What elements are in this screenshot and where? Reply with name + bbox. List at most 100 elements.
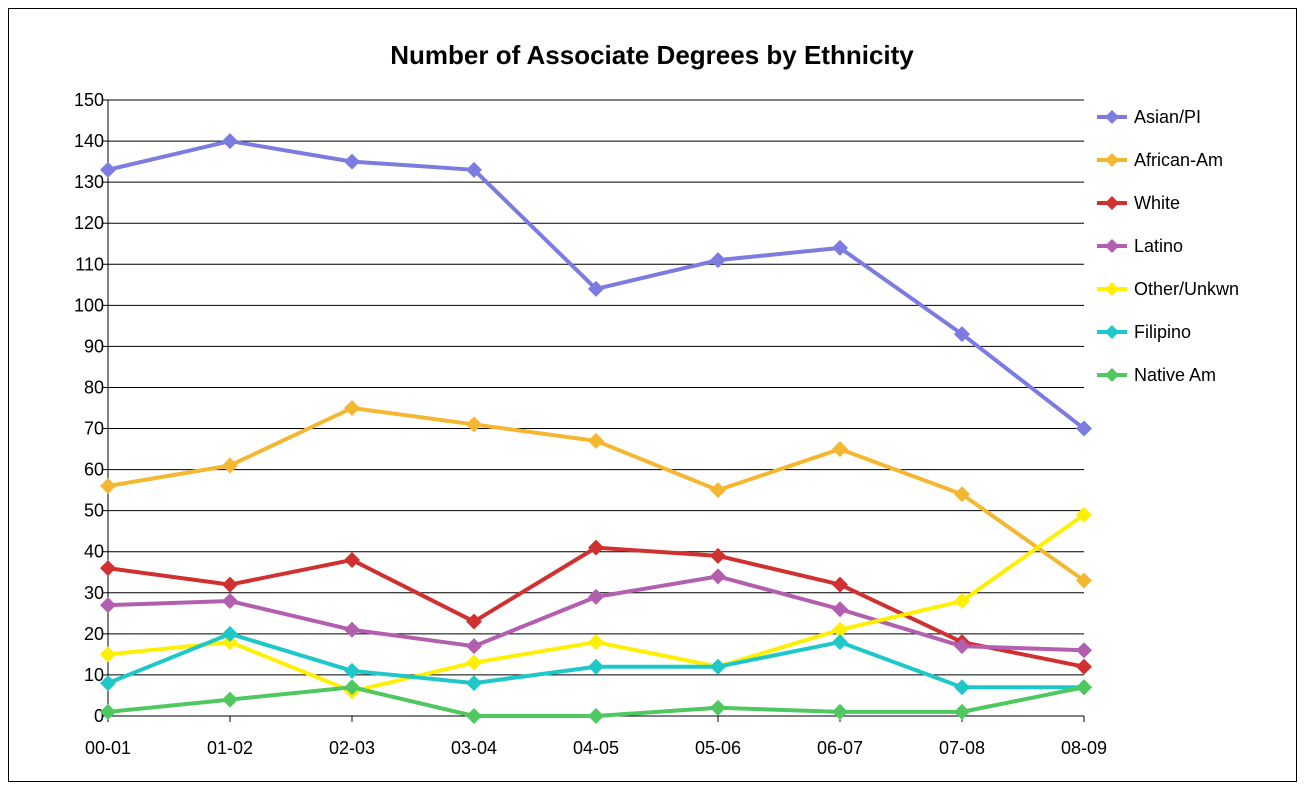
data-point-white	[710, 547, 726, 564]
data-point-latino	[344, 621, 360, 638]
y-tick-label: 150	[74, 90, 104, 110]
data-point-asian-pi	[710, 252, 726, 269]
data-point-other-unkwn	[222, 634, 238, 651]
x-tick-label: 07-08	[939, 738, 985, 758]
data-point-latino	[832, 601, 848, 618]
data-point-asian-pi	[222, 133, 238, 150]
data-point-african-am	[710, 482, 726, 499]
data-point-other-unkwn	[832, 621, 848, 638]
legend-marker-other-unkwn	[1105, 282, 1119, 296]
y-tick-label: 80	[84, 377, 104, 397]
data-point-white	[588, 539, 604, 556]
legend-marker-latino	[1105, 239, 1119, 253]
data-point-filipino	[344, 662, 360, 679]
x-tick-label: 03-04	[451, 738, 497, 758]
data-point-asian-pi	[588, 280, 604, 297]
y-tick-label: 20	[84, 624, 104, 644]
y-tick-label: 140	[74, 131, 104, 151]
y-tick-label: 60	[84, 460, 104, 480]
legend-label-white: White	[1134, 193, 1180, 213]
y-tick-label: 0	[94, 706, 104, 726]
y-tick-label: 100	[74, 295, 104, 315]
data-point-white	[1076, 658, 1092, 675]
data-point-african-am	[100, 478, 116, 495]
data-point-other-unkwn	[100, 646, 116, 663]
data-point-filipino	[222, 625, 238, 642]
x-tick-label: 06-07	[817, 738, 863, 758]
data-point-asian-pi	[954, 326, 970, 343]
data-point-white	[100, 560, 116, 577]
data-point-filipino	[466, 675, 482, 692]
y-tick-label: 40	[84, 542, 104, 562]
y-tick-label: 90	[84, 336, 104, 356]
data-point-asian-pi	[100, 161, 116, 178]
data-point-latino	[588, 588, 604, 605]
legend-marker-native-am	[1105, 368, 1119, 382]
y-tick-label: 110	[75, 254, 104, 274]
y-tick-label: 120	[74, 213, 104, 233]
data-point-native-am	[100, 703, 116, 720]
data-point-latino	[466, 638, 482, 655]
chart-title: Number of Associate Degrees by Ethnicity	[390, 40, 914, 70]
data-point-other-unkwn	[588, 634, 604, 651]
data-point-african-am	[832, 441, 848, 458]
data-point-other-unkwn	[1076, 506, 1092, 523]
legend-marker-african-am	[1105, 153, 1119, 167]
legend-label-asian-pi: Asian/PI	[1134, 107, 1201, 127]
data-point-filipino	[832, 634, 848, 651]
data-point-native-am	[344, 679, 360, 696]
data-point-latino	[222, 593, 238, 610]
x-tick-label: 02-03	[329, 738, 375, 758]
data-point-filipino	[588, 658, 604, 675]
x-tick-label: 01-02	[207, 738, 253, 758]
data-point-other-unkwn	[954, 593, 970, 610]
legend-marker-filipino	[1105, 325, 1119, 339]
data-point-asian-pi	[1076, 420, 1092, 437]
data-point-latino	[1076, 642, 1092, 659]
legend-marker-asian-pi	[1105, 110, 1119, 124]
data-point-filipino	[954, 679, 970, 696]
y-tick-label: 70	[84, 419, 104, 439]
legend-marker-white	[1105, 196, 1119, 210]
data-point-white	[344, 551, 360, 568]
data-point-african-am	[466, 416, 482, 433]
data-point-african-am	[588, 432, 604, 449]
data-point-african-am	[222, 457, 238, 474]
legend-label-latino: Latino	[1134, 236, 1183, 256]
legend-label-native-am: Native Am	[1134, 365, 1216, 385]
y-tick-label: 50	[84, 501, 104, 521]
data-point-white	[222, 576, 238, 593]
data-point-other-unkwn	[466, 654, 482, 671]
data-point-african-am	[954, 486, 970, 503]
legend-label-other-unkwn: Other/Unkwn	[1134, 279, 1239, 299]
data-point-filipino	[100, 675, 116, 692]
y-tick-label: 130	[74, 172, 104, 192]
data-point-african-am	[344, 400, 360, 416]
data-point-white	[466, 613, 482, 630]
x-tick-label: 08-09	[1061, 738, 1107, 758]
data-point-native-am	[1076, 679, 1092, 696]
data-point-asian-pi	[466, 161, 482, 178]
data-point-native-am	[222, 691, 238, 708]
y-tick-label: 30	[84, 583, 104, 603]
legend-label-african-am: African-Am	[1134, 150, 1223, 170]
x-tick-label: 00-01	[85, 738, 131, 758]
x-tick-label: 05-06	[695, 738, 741, 758]
data-point-filipino	[710, 658, 726, 675]
y-tick-label: 10	[84, 665, 104, 685]
data-point-latino	[100, 597, 116, 614]
legend-label-filipino: Filipino	[1134, 322, 1191, 342]
data-point-native-am	[832, 703, 848, 720]
x-tick-label: 04-05	[573, 738, 619, 758]
data-point-white	[832, 576, 848, 593]
data-point-native-am	[954, 703, 970, 720]
data-point-african-am	[1076, 572, 1092, 589]
data-point-asian-pi	[344, 153, 360, 170]
data-point-native-am	[588, 708, 604, 724]
data-point-native-am	[466, 708, 482, 724]
data-point-latino	[710, 568, 726, 585]
data-point-asian-pi	[832, 239, 848, 256]
data-point-native-am	[710, 699, 726, 716]
data-point-latino	[954, 638, 970, 655]
